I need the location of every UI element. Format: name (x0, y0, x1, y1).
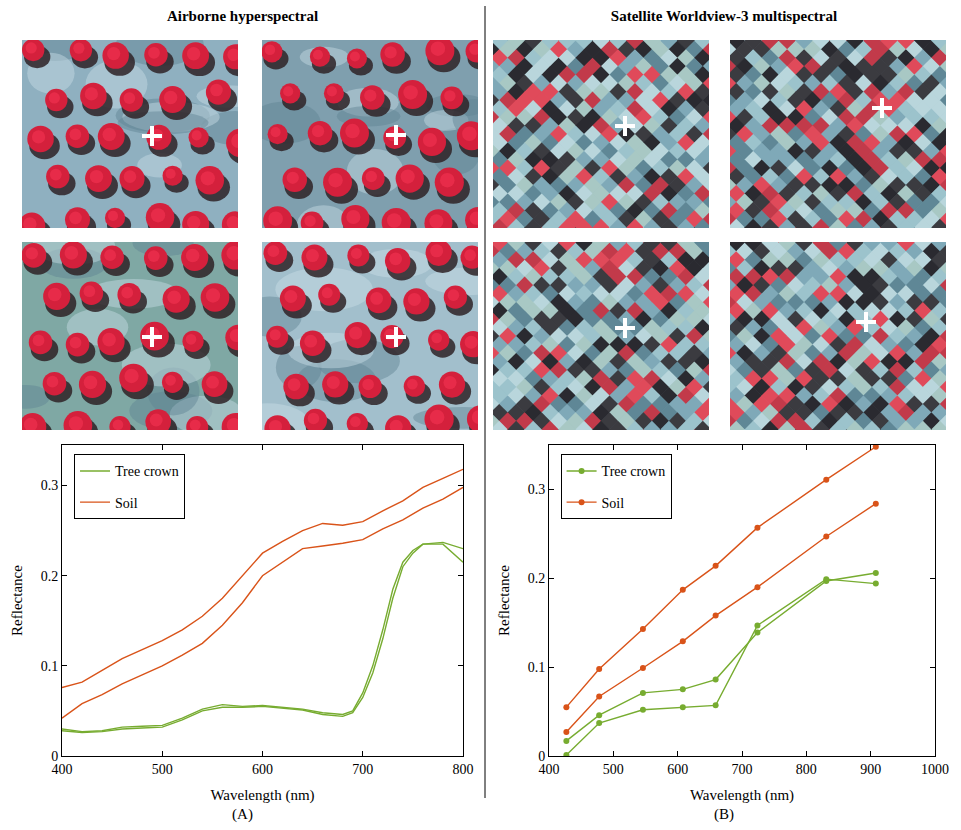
html-text:(B): (B) (714, 806, 734, 822)
svg-text:400: 400 (539, 762, 560, 777)
svg-text:600: 600 (252, 762, 273, 777)
svg-text:Tree crown: Tree crown (115, 464, 179, 479)
svg-text:Soil: Soil (602, 496, 625, 511)
svg-text:0.2: 0.2 (41, 569, 59, 584)
svg-text:400: 400 (52, 762, 73, 777)
svg-text:1000: 1000 (921, 762, 949, 777)
svg-text:Reflectance: Reflectance (9, 565, 25, 636)
svg-text:500: 500 (152, 762, 173, 777)
svg-text:900: 900 (860, 762, 881, 777)
svg-text:Wavelength (nm): Wavelength (nm) (690, 787, 794, 804)
svg-text:0.3: 0.3 (41, 478, 59, 493)
svg-text:0: 0 (51, 749, 58, 764)
svg-text:500: 500 (603, 762, 624, 777)
svg-text:600: 600 (667, 762, 688, 777)
svg-text:Soil: Soil (115, 496, 138, 511)
svg-text:0.3: 0.3 (528, 482, 546, 497)
svg-text:0: 0 (538, 749, 545, 764)
svg-text:0.1: 0.1 (41, 659, 59, 674)
svg-text:800: 800 (453, 762, 474, 777)
html-text:Satellite Worldview-3 multispe: Satellite Worldview-3 multispectral (610, 8, 838, 24)
html-text:Airborne hyperspectral: Airborne hyperspectral (166, 8, 319, 24)
svg-text:0.2: 0.2 (528, 571, 546, 586)
svg-text:0.1: 0.1 (528, 660, 546, 675)
svg-text:Reflectance: Reflectance (496, 565, 512, 636)
html-text:(A): (A) (232, 806, 253, 822)
svg-text:Wavelength (nm): Wavelength (nm) (210, 787, 314, 804)
svg-text:700: 700 (352, 762, 373, 777)
svg-text:800: 800 (796, 762, 817, 777)
svg-text:Tree crown: Tree crown (602, 464, 666, 479)
svg-text:700: 700 (732, 762, 753, 777)
